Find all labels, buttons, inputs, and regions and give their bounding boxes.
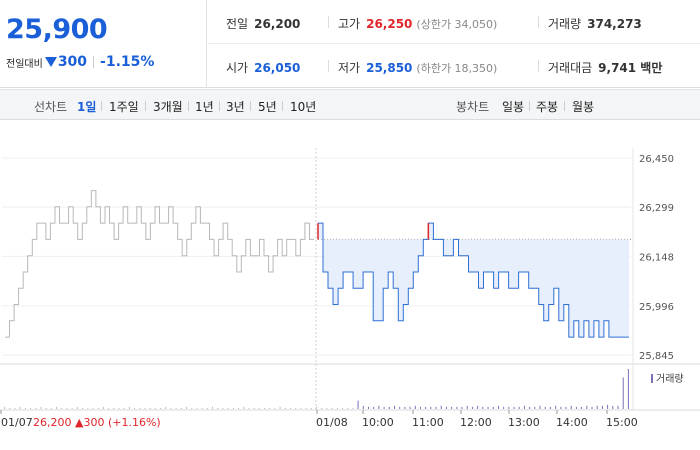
- volume-legend-swatch: [651, 374, 653, 383]
- divider: [538, 60, 539, 72]
- divider: [328, 16, 329, 28]
- x-tick-label: 15:00: [606, 416, 638, 429]
- stat-label: 시가: [226, 61, 249, 75]
- tab-monthly[interactable]: 월봉: [572, 100, 595, 114]
- y-tick-label: 25,845: [639, 351, 674, 362]
- prev-day-change: ▲300: [75, 416, 108, 429]
- stat-value: 25,850: [366, 61, 413, 75]
- y-tick-label: 26,299: [639, 203, 674, 214]
- stats-panel: 전일 26,200 고가 26,250 (상한가 34,050) 거래량 374,273…: [208, 0, 700, 88]
- tab-1w[interactable]: 1주일: [109, 100, 139, 114]
- change-value: 300: [57, 54, 88, 70]
- stats-row-2: 시가 26,050 저가 25,850 (하한가 18,350) 거래대금 9,741 …: [208, 44, 700, 88]
- y-axis: 26,450 26,299 26,148 25,996 25,845: [639, 154, 674, 362]
- candle-chart-title: 봉차트: [456, 100, 490, 114]
- stat-label: 거래량: [548, 17, 582, 31]
- stat-volume: 거래량 374,273: [548, 15, 642, 32]
- y-tick-label: 26,450: [639, 154, 674, 165]
- divider: [250, 101, 251, 111]
- divider: [538, 16, 539, 28]
- chart-svg: 26,450 26,299 26,148 25,996 25,845 거래량 01/07…: [0, 148, 700, 429]
- divider: [282, 101, 283, 111]
- change-percent: -1.15%: [100, 54, 155, 70]
- stat-value: 26,200: [254, 17, 301, 31]
- tab-daily[interactable]: 일봉: [502, 100, 525, 114]
- x-tick-label: 01/08: [316, 416, 348, 429]
- upper-limit: (상한가 34,050): [416, 18, 498, 31]
- prev-day-close: 26,200: [33, 416, 75, 429]
- price-summary: 25,900 전일대비 300 -1.15%: [0, 0, 207, 88]
- quote-header: 25,900 전일대비 300 -1.15% 전일 26,200 고가 26,250…: [0, 0, 700, 88]
- divider: [145, 101, 146, 111]
- tab-3m[interactable]: 3개월: [153, 100, 183, 114]
- stat-value: 26,250: [366, 17, 413, 31]
- x-tick-label: 01/07: [1, 416, 33, 429]
- stat-value: 374,273: [587, 17, 642, 31]
- divider: [328, 60, 329, 72]
- volume-bars: 거래량: [4, 369, 684, 409]
- series-lines: [5, 190, 629, 338]
- divider: [219, 101, 220, 111]
- change-row: 전일대비 300 -1.15%: [6, 54, 154, 70]
- volume-legend-label: 거래량: [656, 373, 684, 385]
- divider: [188, 101, 189, 111]
- tab-1y[interactable]: 1년: [195, 100, 214, 114]
- stat-label: 전일: [226, 17, 249, 31]
- tab-5y[interactable]: 5년: [258, 100, 277, 114]
- x-tick-label: 12:00: [460, 416, 492, 429]
- current-price: 25,900: [6, 14, 108, 45]
- stat-label: 저가: [338, 61, 361, 75]
- line-chart-title: 선차트: [34, 100, 68, 114]
- divider: [93, 56, 95, 68]
- x-axis: 01/07 01/08 10:00 11:00 12:00 13:00 14:00 15:00…: [0, 410, 638, 429]
- y-tick-label: 25,996: [639, 302, 674, 313]
- stat-value: 26,050: [254, 61, 301, 75]
- divider: [529, 101, 530, 111]
- x-tick-label: 11:00: [412, 416, 444, 429]
- stat-label: 고가: [338, 17, 361, 31]
- stat-amount: 거래대금 9,741 백만: [548, 59, 662, 76]
- tab-10y[interactable]: 10년: [290, 100, 317, 114]
- x-tick-label: 13:00: [508, 416, 540, 429]
- prev-day-change-pct: (+1.16%): [108, 416, 161, 429]
- down-triangle-icon: [44, 57, 57, 67]
- change-label: 전일대비: [6, 58, 43, 70]
- divider: [101, 101, 102, 111]
- stats-row-1: 전일 26,200 고가 26,250 (상한가 34,050) 거래량 374,273: [208, 0, 700, 44]
- y-tick-label: 26,148: [639, 252, 674, 263]
- stat-low: 저가 25,850 (하한가 18,350): [338, 59, 497, 76]
- stat-label: 거래대금: [548, 61, 593, 75]
- x-tick-label: 10:00: [362, 416, 394, 429]
- tab-1d[interactable]: 1일: [77, 100, 97, 114]
- stat-value: 9,741 백만: [598, 61, 663, 75]
- area-fill: [318, 223, 629, 338]
- series-area-today: [318, 223, 629, 338]
- series-line-today: [318, 222, 629, 338]
- prev-day-summary: 26,200 ▲300 (+1.16%): [33, 416, 161, 429]
- x-tick-label: 14:00: [556, 416, 588, 429]
- series-line-prev-day: [5, 190, 314, 338]
- stat-high: 고가 26,250 (상한가 34,050): [338, 15, 497, 32]
- stat-open: 시가 26,050: [226, 59, 300, 76]
- divider: [564, 101, 565, 111]
- stat-prev-close: 전일 26,200: [226, 15, 300, 32]
- price-chart[interactable]: 26,450 26,299 26,148 25,996 25,845 거래량 01/07…: [0, 121, 700, 450]
- tab-weekly[interactable]: 주봉: [536, 100, 559, 114]
- tab-3y[interactable]: 3년: [226, 100, 245, 114]
- chart-tab-bar: 선차트 1일 1주일 3개월 1년 3년 5년 10년 봉차트 일봉 주봉 월봉: [0, 89, 700, 120]
- lower-limit: (하한가 18,350): [416, 62, 498, 75]
